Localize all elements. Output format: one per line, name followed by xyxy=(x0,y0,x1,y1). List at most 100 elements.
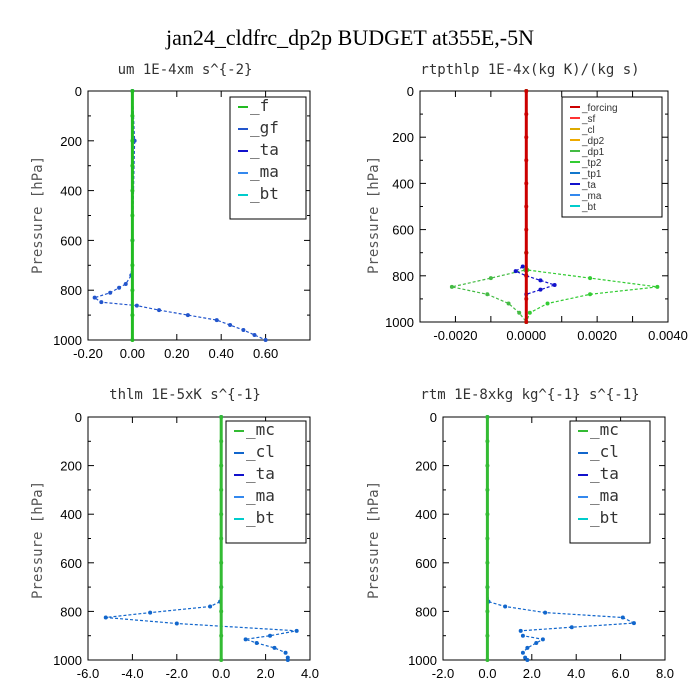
x-tick-label: 0.0 xyxy=(212,666,230,681)
y-tick-label: 0 xyxy=(407,84,414,99)
figure-title: jan24_cldfrc_dp2p BUDGET at355E,-5N xyxy=(165,25,534,50)
data-point xyxy=(545,301,550,306)
data-point xyxy=(123,281,128,286)
data-point xyxy=(208,604,213,609)
legend-label: _ma xyxy=(590,486,619,505)
x-tick-label: 2.0 xyxy=(523,666,541,681)
legend-label: _f xyxy=(250,96,269,115)
data-point xyxy=(272,645,277,650)
data-point xyxy=(524,181,529,186)
data-point xyxy=(513,269,518,274)
data-point xyxy=(520,650,525,655)
data-point xyxy=(655,284,660,289)
legend-label: _cl xyxy=(246,442,275,461)
data-point xyxy=(219,658,224,662)
data-point xyxy=(518,628,523,633)
legend-box xyxy=(569,420,651,544)
y-tick-label: 1000 xyxy=(408,653,437,668)
data-point xyxy=(108,290,113,295)
panel-title: thlm 1E-5xK s^{-1} xyxy=(109,387,261,403)
y-axis-label: Pressure [hPa] xyxy=(30,481,46,599)
series-line xyxy=(486,417,637,661)
x-tick-label: -2.0 xyxy=(166,666,188,681)
data-point xyxy=(538,278,543,283)
data-point xyxy=(524,296,529,301)
legend-label: _tp1 xyxy=(581,169,602,180)
legend-label: _mc xyxy=(246,420,275,439)
y-tick-label: 800 xyxy=(415,604,437,619)
legend-label: _ma xyxy=(581,191,602,202)
data-point xyxy=(525,645,530,650)
data-point xyxy=(130,213,135,218)
data-point xyxy=(219,512,224,517)
data-point xyxy=(130,89,135,93)
data-point xyxy=(534,640,539,645)
data-point xyxy=(185,313,190,318)
legend-label: _ma xyxy=(250,162,279,181)
x-tick-label: 0.60 xyxy=(253,346,278,361)
legend-label: _ta xyxy=(581,180,596,191)
data-point xyxy=(219,585,224,590)
legend-label: _cl xyxy=(581,125,595,136)
data-point xyxy=(569,625,574,630)
data-point xyxy=(219,463,224,468)
x-tick-label: 0.40 xyxy=(209,346,234,361)
y-tick-label: 600 xyxy=(392,223,414,238)
legend-label: _forcing xyxy=(581,103,618,114)
data-point xyxy=(485,536,490,541)
series-line xyxy=(451,91,527,323)
data-point xyxy=(219,633,224,638)
data-point xyxy=(214,318,219,323)
legend-label: _ta xyxy=(246,464,275,483)
legend-label: _dp2 xyxy=(581,136,605,147)
data-point xyxy=(485,658,490,662)
x-tick-label: 0.20 xyxy=(164,346,189,361)
y-tick-label: 600 xyxy=(60,556,82,571)
data-point xyxy=(485,292,490,297)
data-point xyxy=(631,621,636,626)
data-point xyxy=(252,333,257,338)
panel-title: um 1E-4xm s^{-2} xyxy=(118,62,253,78)
data-point xyxy=(268,633,273,638)
data-point xyxy=(588,276,593,281)
panel-title: rtpthlp 1E-4x(kg K)/(kg s) xyxy=(420,62,639,78)
data-point xyxy=(485,487,490,492)
x-tick-label: -0.20 xyxy=(73,346,103,361)
data-point xyxy=(219,439,224,444)
legend-label: _sf xyxy=(581,114,596,125)
data-point xyxy=(485,633,490,638)
x-tick-label: 0.0020 xyxy=(577,328,617,343)
panel-rtm: rtm 1E-8xkg kg^{-1} s^{-1} Pressure [hPa… xyxy=(366,387,674,681)
y-axis-label: Pressure [hPa] xyxy=(366,481,382,599)
data-point xyxy=(117,285,122,290)
data-point xyxy=(524,135,529,140)
data-point xyxy=(485,560,490,565)
y-tick-label: 1000 xyxy=(53,653,82,668)
data-point xyxy=(527,310,532,315)
legend-label: _dp1 xyxy=(581,147,605,158)
y-tick-label: 800 xyxy=(392,269,414,284)
data-point xyxy=(228,323,233,328)
data-point xyxy=(130,238,135,243)
data-point xyxy=(524,273,529,278)
legend-label: _bt xyxy=(581,202,596,213)
data-point xyxy=(241,328,246,333)
data-point xyxy=(130,163,135,168)
data-point xyxy=(540,637,545,642)
data-point xyxy=(543,610,548,615)
x-tick-label: 0.0040 xyxy=(648,328,688,343)
x-tick-label: -4.0 xyxy=(121,666,143,681)
data-point xyxy=(263,338,268,342)
y-tick-label: 0 xyxy=(75,410,82,425)
y-tick-label: 200 xyxy=(392,130,414,145)
x-tick-label: 4.0 xyxy=(567,666,585,681)
legend-label: _mc xyxy=(590,420,619,439)
data-point xyxy=(294,628,299,633)
data-point xyxy=(283,650,288,655)
panel-title: rtm 1E-8xkg kg^{-1} s^{-1} xyxy=(420,387,639,403)
data-point xyxy=(524,250,529,255)
data-point xyxy=(148,610,153,615)
data-point xyxy=(99,300,104,305)
y-tick-label: 400 xyxy=(60,184,82,199)
data-point xyxy=(243,637,248,642)
